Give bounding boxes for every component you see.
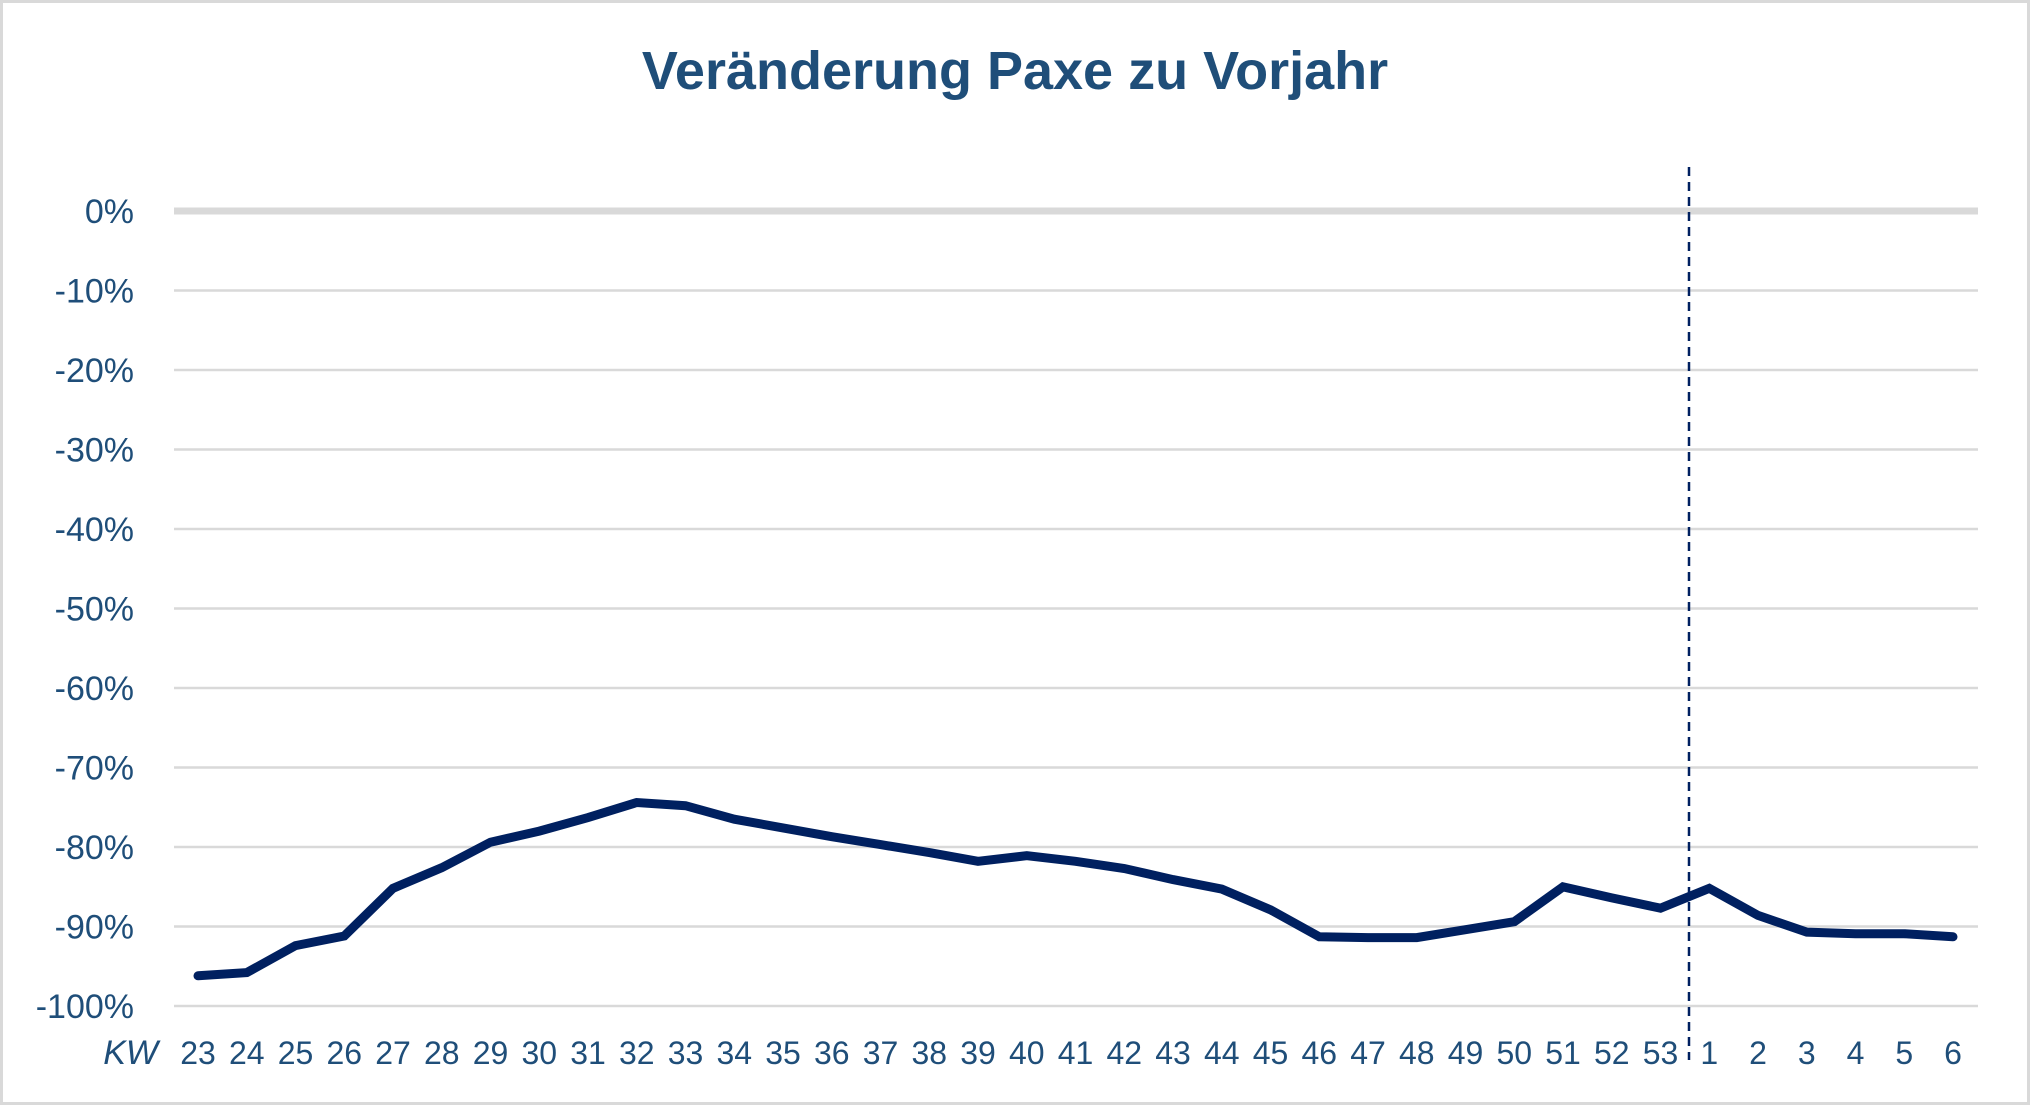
x-tick-label: 53 [1643, 1035, 1679, 1071]
x-tick-label: 3 [1798, 1035, 1816, 1071]
chart-title: Veränderung Paxe zu Vorjahr [641, 41, 1389, 101]
x-tick-label: 32 [619, 1035, 655, 1071]
x-tick-label: 42 [1106, 1035, 1142, 1071]
x-axis-title: KW [103, 1034, 161, 1072]
x-tick-label: 26 [326, 1035, 362, 1071]
x-tick-label: 34 [716, 1035, 752, 1071]
x-axis-labels: 23 24 25 26 27 28 29 30 31 32 33 34 35 36 37 38 39 40 41 42… [180, 1035, 1962, 1071]
x-tick-label: 1 [1700, 1035, 1718, 1071]
x-tick-label: 51 [1545, 1035, 1581, 1071]
x-tick-label: 27 [375, 1035, 411, 1071]
series-line [193, 797, 1958, 981]
x-tick-label: 6 [1944, 1035, 1962, 1071]
x-tick-label: 43 [1155, 1035, 1191, 1071]
gridlines [174, 207, 1978, 1008]
x-tick-label: 5 [1895, 1035, 1913, 1071]
x-tick-label: 49 [1448, 1035, 1484, 1071]
x-tick-label: 4 [1847, 1035, 1865, 1071]
x-tick-label: 35 [765, 1035, 801, 1071]
y-tick-label: -100% [36, 988, 134, 1026]
x-tick-label: 38 [911, 1035, 947, 1071]
x-tick-label: 2 [1749, 1035, 1767, 1071]
x-tick-label: 37 [863, 1035, 899, 1071]
y-tick-label: -10% [55, 273, 134, 311]
x-tick-label: 39 [960, 1035, 996, 1071]
y-tick-label: -40% [55, 511, 134, 549]
x-tick-label: 47 [1350, 1035, 1386, 1071]
y-tick-label: -80% [55, 829, 134, 867]
x-tick-label: 29 [473, 1035, 509, 1071]
x-tick-label: 25 [278, 1035, 314, 1071]
y-tick-label: -70% [55, 750, 134, 788]
x-tick-label: 23 [180, 1035, 216, 1071]
y-tick-label: 0% [85, 193, 134, 231]
x-tick-label: 48 [1399, 1035, 1435, 1071]
y-axis-labels: 0% -10% -20% -30% -40% -50% -60% -70% -80% -90% -1… [36, 193, 134, 1026]
x-tick-label: 50 [1496, 1035, 1532, 1071]
x-tick-label: 30 [521, 1035, 557, 1071]
x-tick-label: 41 [1058, 1035, 1094, 1071]
x-tick-label: 52 [1594, 1035, 1630, 1071]
y-tick-label: -30% [55, 432, 134, 470]
y-tick-label: -90% [55, 909, 134, 947]
x-tick-label: 33 [668, 1035, 704, 1071]
y-tick-label: -50% [55, 591, 134, 629]
x-tick-label: 31 [570, 1035, 606, 1071]
x-tick-label: 45 [1253, 1035, 1289, 1071]
x-tick-label: 40 [1009, 1035, 1045, 1071]
y-tick-label: -20% [55, 352, 134, 390]
x-tick-label: 28 [424, 1035, 460, 1071]
x-tick-label: 24 [229, 1035, 265, 1071]
y-tick-label: -60% [55, 670, 134, 708]
x-tick-label: 44 [1204, 1035, 1240, 1071]
x-tick-label: 36 [814, 1035, 850, 1071]
x-tick-label: 46 [1301, 1035, 1337, 1071]
